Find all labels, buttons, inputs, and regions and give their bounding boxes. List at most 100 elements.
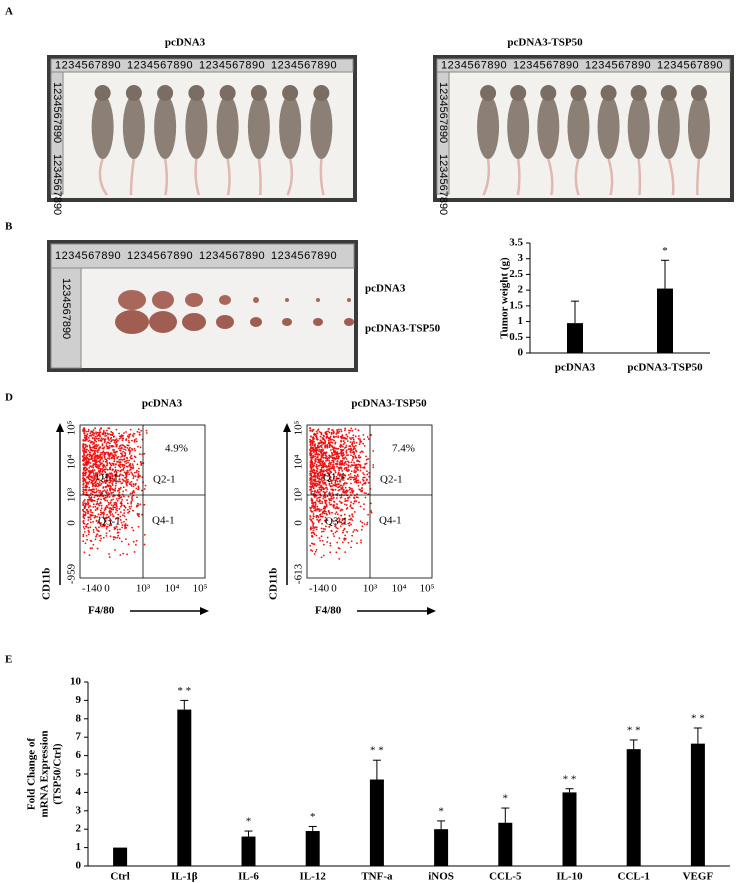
event-dot: [319, 502, 322, 505]
tumor: [115, 310, 149, 334]
event-dot: [92, 543, 95, 546]
event-dot: [326, 458, 329, 461]
event-dot: [116, 456, 119, 459]
event-dot: [84, 474, 87, 477]
event-dot: [325, 503, 328, 505]
event-dot: [331, 445, 333, 448]
event-dot: [332, 484, 335, 486]
event-dot: [92, 477, 94, 479]
event-dot: [111, 473, 114, 475]
event-dot: [331, 456, 334, 459]
event-dot: [330, 503, 333, 506]
event-dot: [350, 507, 353, 509]
event-dot: [118, 449, 121, 452]
event-dot: [137, 475, 139, 477]
event-dot: [311, 444, 314, 446]
event-dot: [313, 543, 316, 546]
event-dot: [82, 484, 85, 486]
event-dot: [348, 486, 351, 489]
event-dot: [334, 450, 337, 452]
event-dot: [99, 468, 102, 471]
event-dot: [312, 433, 315, 436]
event-dot: [130, 448, 133, 450]
event-dot: [336, 541, 339, 544]
x-tick-label: 10³: [363, 583, 378, 595]
event-dot: [99, 509, 102, 512]
event-dot: [330, 451, 333, 454]
event-dot: [90, 488, 93, 491]
event-dot: [108, 455, 111, 458]
event-dot: [111, 456, 114, 459]
event-dot: [344, 467, 346, 469]
event-dot: [328, 473, 331, 475]
quadrant-label: Q2-1: [153, 474, 176, 486]
event-dot: [309, 443, 312, 446]
event-dot: [338, 469, 341, 472]
event-dot: [88, 458, 91, 461]
event-dot: [353, 447, 356, 449]
event-dot: [122, 490, 125, 493]
event-dot: [352, 515, 354, 518]
event-dot: [339, 435, 342, 438]
event-dot: [95, 528, 98, 530]
event-dot: [89, 462, 92, 464]
event-dot: [131, 474, 134, 476]
event-dot: [328, 511, 331, 514]
event-dot: [122, 495, 125, 498]
event-dot: [98, 483, 101, 486]
event-dot: [118, 475, 121, 478]
event-dot: [329, 443, 332, 446]
y-tick-label: 0: [76, 860, 82, 872]
event-dot: [120, 496, 123, 498]
event-dot: [97, 470, 100, 472]
event-dot: [99, 492, 102, 495]
event-dot: [310, 510, 313, 513]
event-dot: [107, 515, 110, 518]
event-dot: [95, 519, 98, 522]
event-dot: [351, 534, 354, 537]
event-dot: [95, 437, 98, 440]
event-dot: [105, 532, 108, 535]
event-dot: [318, 475, 321, 478]
event-dot: [311, 465, 314, 468]
event-dot: [113, 474, 115, 477]
mouse-tail: [98, 158, 108, 196]
plot-title: pcDNA3: [142, 398, 183, 410]
event-dot: [336, 460, 339, 463]
plot-title: pcDNA3-TSP50: [351, 398, 427, 410]
event-dot: [322, 434, 325, 437]
event-dot: [107, 437, 110, 440]
event-dot: [342, 531, 344, 534]
event-dot: [342, 490, 344, 493]
event-dot: [114, 480, 117, 483]
y-tick-label: 2: [76, 823, 82, 835]
event-dot: [114, 475, 117, 478]
event-dot: [83, 498, 86, 501]
event-dot: [143, 488, 146, 490]
event-dot: [95, 440, 98, 443]
event-dot: [106, 433, 109, 435]
event-dot: [89, 518, 92, 521]
bar: [369, 779, 384, 866]
event-dot: [351, 459, 354, 461]
event-dot: [130, 483, 133, 486]
event-dot: [82, 535, 85, 538]
event-dot: [114, 453, 117, 456]
event-dot: [351, 507, 354, 510]
photo-label: pcDNA3-TSP50: [365, 323, 441, 335]
mouse-head: [540, 85, 557, 101]
event-dot: [135, 539, 138, 542]
event-dot: [329, 476, 332, 479]
event-dot: [119, 515, 122, 518]
event-dot: [103, 451, 106, 454]
event-dot: [339, 460, 342, 462]
event-dot: [93, 516, 96, 519]
event-dot: [340, 437, 343, 440]
y-axis-label: mRNA Expression: [39, 731, 51, 818]
ruler-digits: 1234567890: [127, 250, 193, 262]
event-dot: [129, 433, 132, 436]
x-tick-label: VEGF: [683, 871, 714, 883]
bar: [434, 829, 449, 866]
event-dot: [108, 446, 111, 449]
event-dot: [354, 466, 356, 469]
